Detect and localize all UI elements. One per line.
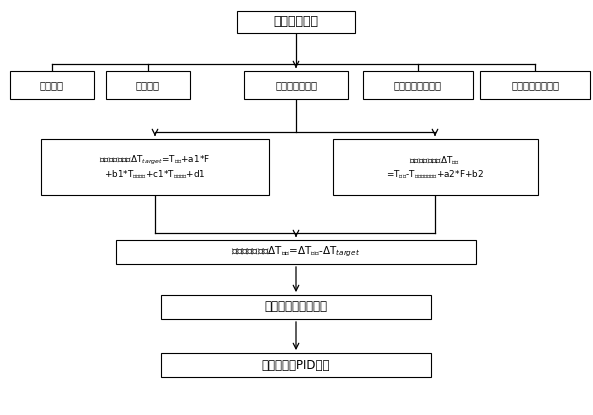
FancyBboxPatch shape xyxy=(480,71,590,99)
Text: 压缩机运行频率: 压缩机运行频率 xyxy=(275,80,317,90)
FancyBboxPatch shape xyxy=(333,139,537,195)
Text: 室外侧换热器温度: 室外侧换热器温度 xyxy=(511,80,559,90)
FancyBboxPatch shape xyxy=(244,71,348,99)
Text: 实际吸气过热度ΔT$_{实际}$
=T$_{吸气}$-T$_{蒸发器尤换热器}$+a2*F+b2: 实际吸气过热度ΔT$_{实际}$ =T$_{吸气}$-T$_{蒸发器尤换热器}$… xyxy=(386,154,484,180)
Text: 动态过热度模糊控制: 动态过热度模糊控制 xyxy=(264,300,327,313)
FancyBboxPatch shape xyxy=(237,11,355,33)
FancyBboxPatch shape xyxy=(106,71,190,99)
FancyBboxPatch shape xyxy=(116,240,476,264)
Text: 吸气温度: 吸气温度 xyxy=(40,80,64,90)
Text: 空调开启运行: 空调开启运行 xyxy=(273,15,318,29)
FancyBboxPatch shape xyxy=(363,71,473,99)
FancyBboxPatch shape xyxy=(161,295,431,319)
Text: 排气温度: 排气温度 xyxy=(136,80,160,90)
Text: 吸气过热度偏差ΔT$_{偏差}$=ΔT$_{实际}$-ΔT$_{target}$: 吸气过热度偏差ΔT$_{偏差}$=ΔT$_{实际}$-ΔT$_{target}$ xyxy=(231,245,361,259)
Text: 目标吸气过热度ΔT$_{target}$=T$_{目标}$+a1*F
+b1*T$_{外换热器}$+c1*T$_{内换热器}$+d1: 目标吸气过热度ΔT$_{target}$=T$_{目标}$+a1*F +b1*T… xyxy=(100,154,211,181)
FancyBboxPatch shape xyxy=(161,353,431,377)
FancyBboxPatch shape xyxy=(41,139,269,195)
Text: 室内侧换热器温度: 室内侧换热器温度 xyxy=(394,80,442,90)
Text: 动态过热度PID控制: 动态过热度PID控制 xyxy=(262,359,330,371)
FancyBboxPatch shape xyxy=(10,71,94,99)
